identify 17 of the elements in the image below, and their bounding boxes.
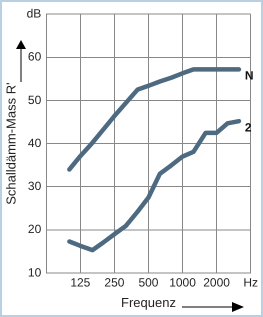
y-tick-label: dB bbox=[26, 6, 42, 21]
x-tick-label: 1000 bbox=[169, 276, 196, 290]
series-label: 2 bbox=[244, 120, 252, 134]
y-tick-label: 50 bbox=[28, 92, 42, 107]
x-axis-title: Frequenz bbox=[121, 294, 176, 310]
x-tick-label: Hz bbox=[243, 276, 258, 290]
y-tick-label: 20 bbox=[28, 222, 42, 236]
x-tick-label: 2000 bbox=[203, 276, 230, 290]
y-tick-label: 30 bbox=[28, 179, 42, 194]
y-axis-title: Schalldämm-Mass R' bbox=[3, 82, 18, 205]
series-label: N bbox=[244, 68, 254, 83]
y-tick-label: 60 bbox=[28, 50, 42, 64]
x-tick-label: 250 bbox=[104, 276, 125, 290]
y-tick-label: 10 bbox=[28, 265, 42, 280]
x-tick-label: 500 bbox=[138, 276, 159, 290]
x-tick-label: 125 bbox=[70, 276, 91, 290]
y-tick-label: 40 bbox=[28, 136, 42, 150]
